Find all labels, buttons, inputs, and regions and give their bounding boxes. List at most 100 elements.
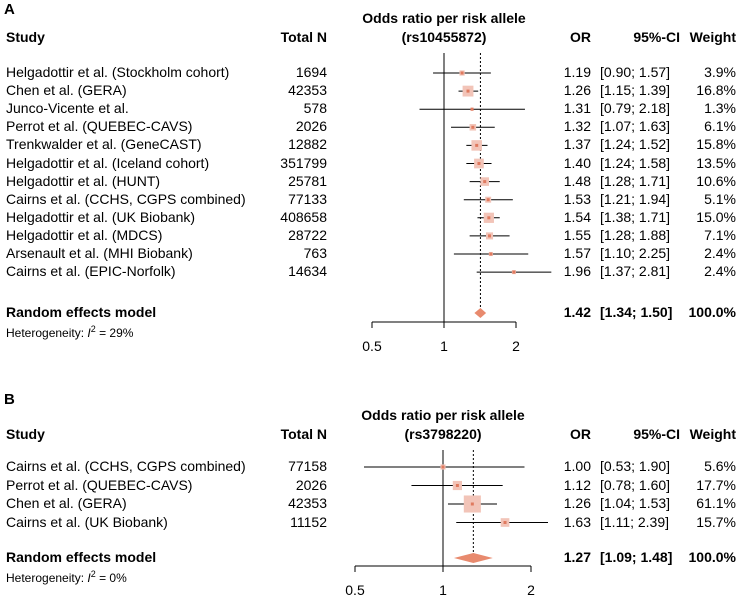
column-header-weight: Weight [689, 29, 736, 45]
column-header-total-n: Total N [280, 426, 327, 442]
study-name: Chen et al. (GERA) [6, 495, 127, 511]
point-estimate [455, 484, 459, 487]
summary-or: 1.42 [563, 304, 591, 320]
study-ci: [1.24; 1.52] [600, 136, 671, 153]
summary-weight: 100.0% [688, 549, 736, 565]
study-name: Chen et al. (GERA) [6, 82, 127, 99]
point-estimate [466, 89, 470, 93]
study-or: 1.57 [563, 245, 591, 261]
study-weight: 17.7% [696, 476, 736, 493]
study-name: Cairns et al. (EPIC-Norfolk) [6, 263, 176, 280]
plot-title: Odds ratio per risk allele [362, 10, 526, 26]
study-total-n: 28722 [288, 226, 327, 243]
panel-label: B [4, 391, 15, 408]
x-tick-label: 2 [527, 582, 535, 598]
study-name: Helgadottir et al. (MDCS) [6, 226, 163, 243]
x-tick-label: 0.5 [362, 338, 382, 354]
study-or: 1.12 [563, 476, 591, 493]
heterogeneity-prefix: Heterogeneity: [6, 571, 88, 585]
snp-label: (rs10455872) [401, 29, 487, 45]
study-total-n: 77133 [288, 190, 327, 207]
study-ci: [1.10; 2.25] [600, 245, 671, 261]
study-total-n: 351799 [280, 154, 327, 171]
study-name: Perrot et al. (QUEBEC-CAVS) [6, 476, 193, 493]
summary-weight: 100.0% [688, 304, 736, 320]
column-header-total-n: Total N [280, 29, 327, 45]
column-header-study: Study [6, 426, 45, 442]
study-weight: 2.4% [704, 263, 736, 280]
study-total-n: 2026 [295, 118, 327, 135]
study-or: 1.63 [563, 513, 591, 530]
study-ci: [0.90; 1.57] [600, 64, 671, 80]
study-weight: 7.1% [704, 226, 736, 243]
study-ci: [1.24; 1.58] [600, 154, 671, 171]
study-weight: 3.9% [704, 64, 736, 80]
study-name: Helgadottir et al. (Iceland cohort) [6, 154, 210, 171]
study-or: 1.53 [563, 190, 591, 207]
study-total-n: 763 [303, 245, 327, 261]
study-ci: [1.38; 1.71] [600, 208, 671, 225]
study-or: 1.00 [563, 458, 591, 474]
study-name: Cairns et al. (CCHS, CGPS combined) [6, 458, 246, 474]
heterogeneity-superscript: 2 [90, 569, 96, 579]
x-tick-label: 2 [512, 338, 520, 354]
heterogeneity-superscript: 2 [90, 324, 96, 334]
study-weight: 1.3% [704, 100, 736, 117]
study-ci: [1.15; 1.39] [600, 82, 671, 99]
plot-title: Odds ratio per risk allele [361, 407, 525, 423]
study-or: 1.48 [563, 172, 591, 189]
point-estimate [486, 198, 490, 202]
study-weight: 15.8% [696, 136, 736, 153]
point-estimate [471, 125, 475, 129]
point-estimate [441, 465, 445, 469]
study-or: 1.55 [563, 226, 591, 243]
study-total-n: 25781 [288, 172, 327, 189]
study-ci: [1.04; 1.53] [600, 495, 671, 511]
study-ci: [0.53; 1.90] [600, 458, 671, 474]
x-tick-label: 1 [440, 338, 448, 354]
point-estimate [512, 270, 516, 274]
point-estimate [487, 216, 491, 220]
study-or: 1.19 [563, 64, 591, 80]
summary-diamond [474, 308, 487, 318]
study-weight: 15.7% [696, 513, 736, 530]
column-header-ci: 95%-CI [633, 426, 680, 442]
study-total-n: 77158 [288, 458, 327, 474]
study-total-n: 11152 [290, 513, 327, 530]
heterogeneity-value: = 0% [95, 571, 127, 585]
study-ci: [0.79; 2.18] [600, 100, 671, 117]
summary-ci: [1.09; 1.48] [600, 549, 673, 565]
point-estimate [489, 252, 493, 256]
study-ci: [1.21; 1.94] [600, 190, 671, 207]
summary-diamond [453, 553, 493, 563]
study-weight: 15.0% [696, 208, 736, 225]
study-total-n: 14634 [288, 263, 327, 280]
summary-label: Random effects model [6, 549, 157, 565]
study-ci: [1.07; 1.63] [600, 118, 671, 135]
snp-label: (rs3798220) [404, 426, 482, 442]
study-weight: 10.6% [696, 172, 736, 189]
study-total-n: 1694 [295, 64, 327, 80]
summary-label: Random effects model [6, 304, 157, 320]
study-name: Junco-Vicente et al. [6, 100, 129, 117]
heterogeneity-symbol: I [87, 326, 91, 340]
study-total-n: 408658 [280, 208, 327, 225]
study-name: Helgadottir et al. (UK Biobank) [6, 208, 196, 225]
column-header-study: Study [6, 29, 45, 45]
summary-ci: [1.34; 1.50] [600, 304, 673, 320]
column-header-or: OR [570, 426, 591, 442]
point-estimate [470, 502, 474, 506]
point-estimate [475, 143, 479, 147]
study-name: Helgadottir et al. (HUNT) [6, 172, 161, 189]
study-total-n: 42353 [288, 495, 327, 511]
study-name: Perrot et al. (QUEBEC-CAVS) [6, 118, 193, 135]
point-estimate [470, 107, 474, 111]
column-header-ci: 95%-CI [633, 29, 680, 45]
heterogeneity-label: Heterogeneity: I2 = 29% [6, 324, 133, 340]
study-ci: [1.11; 2.39] [600, 513, 670, 530]
point-estimate [503, 521, 507, 524]
study-name: Arsenault et al. (MHI Biobank) [6, 245, 193, 261]
study-total-n: 578 [303, 100, 327, 117]
study-or: 1.26 [563, 82, 591, 99]
heterogeneity-prefix: Heterogeneity: [6, 326, 88, 340]
